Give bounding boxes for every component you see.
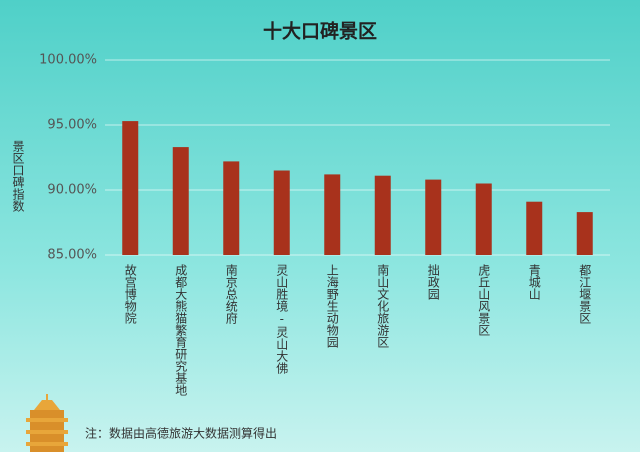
x-tick-label: 青城山 [527,264,541,300]
bar [324,174,341,255]
bar [425,179,442,255]
bar [223,161,240,255]
bar [122,121,139,255]
bar [374,175,391,255]
x-tick-label: 都江堰景区 [578,264,592,324]
y-axis-label: 景区口碑指数 [11,140,25,213]
x-tick-label: 南山文化旅游区 [376,263,390,348]
bar [475,183,492,255]
x-tick-label: 拙政园 [426,264,440,301]
chart-title: 十大口碑景区 [263,20,377,43]
bar [172,147,189,255]
y-tick-label: 85.00% [47,248,97,263]
x-tick-label: 南京总统府 [224,263,238,324]
x-tick-label: 灵山胜境-灵山大佛 [275,264,289,374]
x-tick-label: 故宫博物院 [123,263,137,324]
note: 注：数据由高德旅游大数据测算得出 [85,426,277,441]
bar [576,212,593,255]
x-tick-label: 成都大熊猫繁育研究基地 [174,264,188,396]
y-tick-label: 95.00% [47,118,97,133]
y-tick-label: 100.00% [39,53,97,68]
bar [526,201,543,255]
x-tick-label: 虎丘山风景区 [477,264,491,336]
bar [273,170,290,255]
pagoda [26,394,68,452]
x-tick-label: 上海野生动物园 [325,264,339,349]
y-tick-label: 90.00% [47,183,97,198]
